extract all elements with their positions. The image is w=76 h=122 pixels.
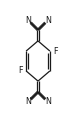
Text: N: N: [45, 16, 51, 25]
Text: N: N: [25, 16, 31, 25]
Text: F: F: [18, 66, 23, 75]
Text: N: N: [45, 97, 51, 106]
Text: N: N: [25, 97, 31, 106]
Text: F: F: [53, 47, 58, 56]
